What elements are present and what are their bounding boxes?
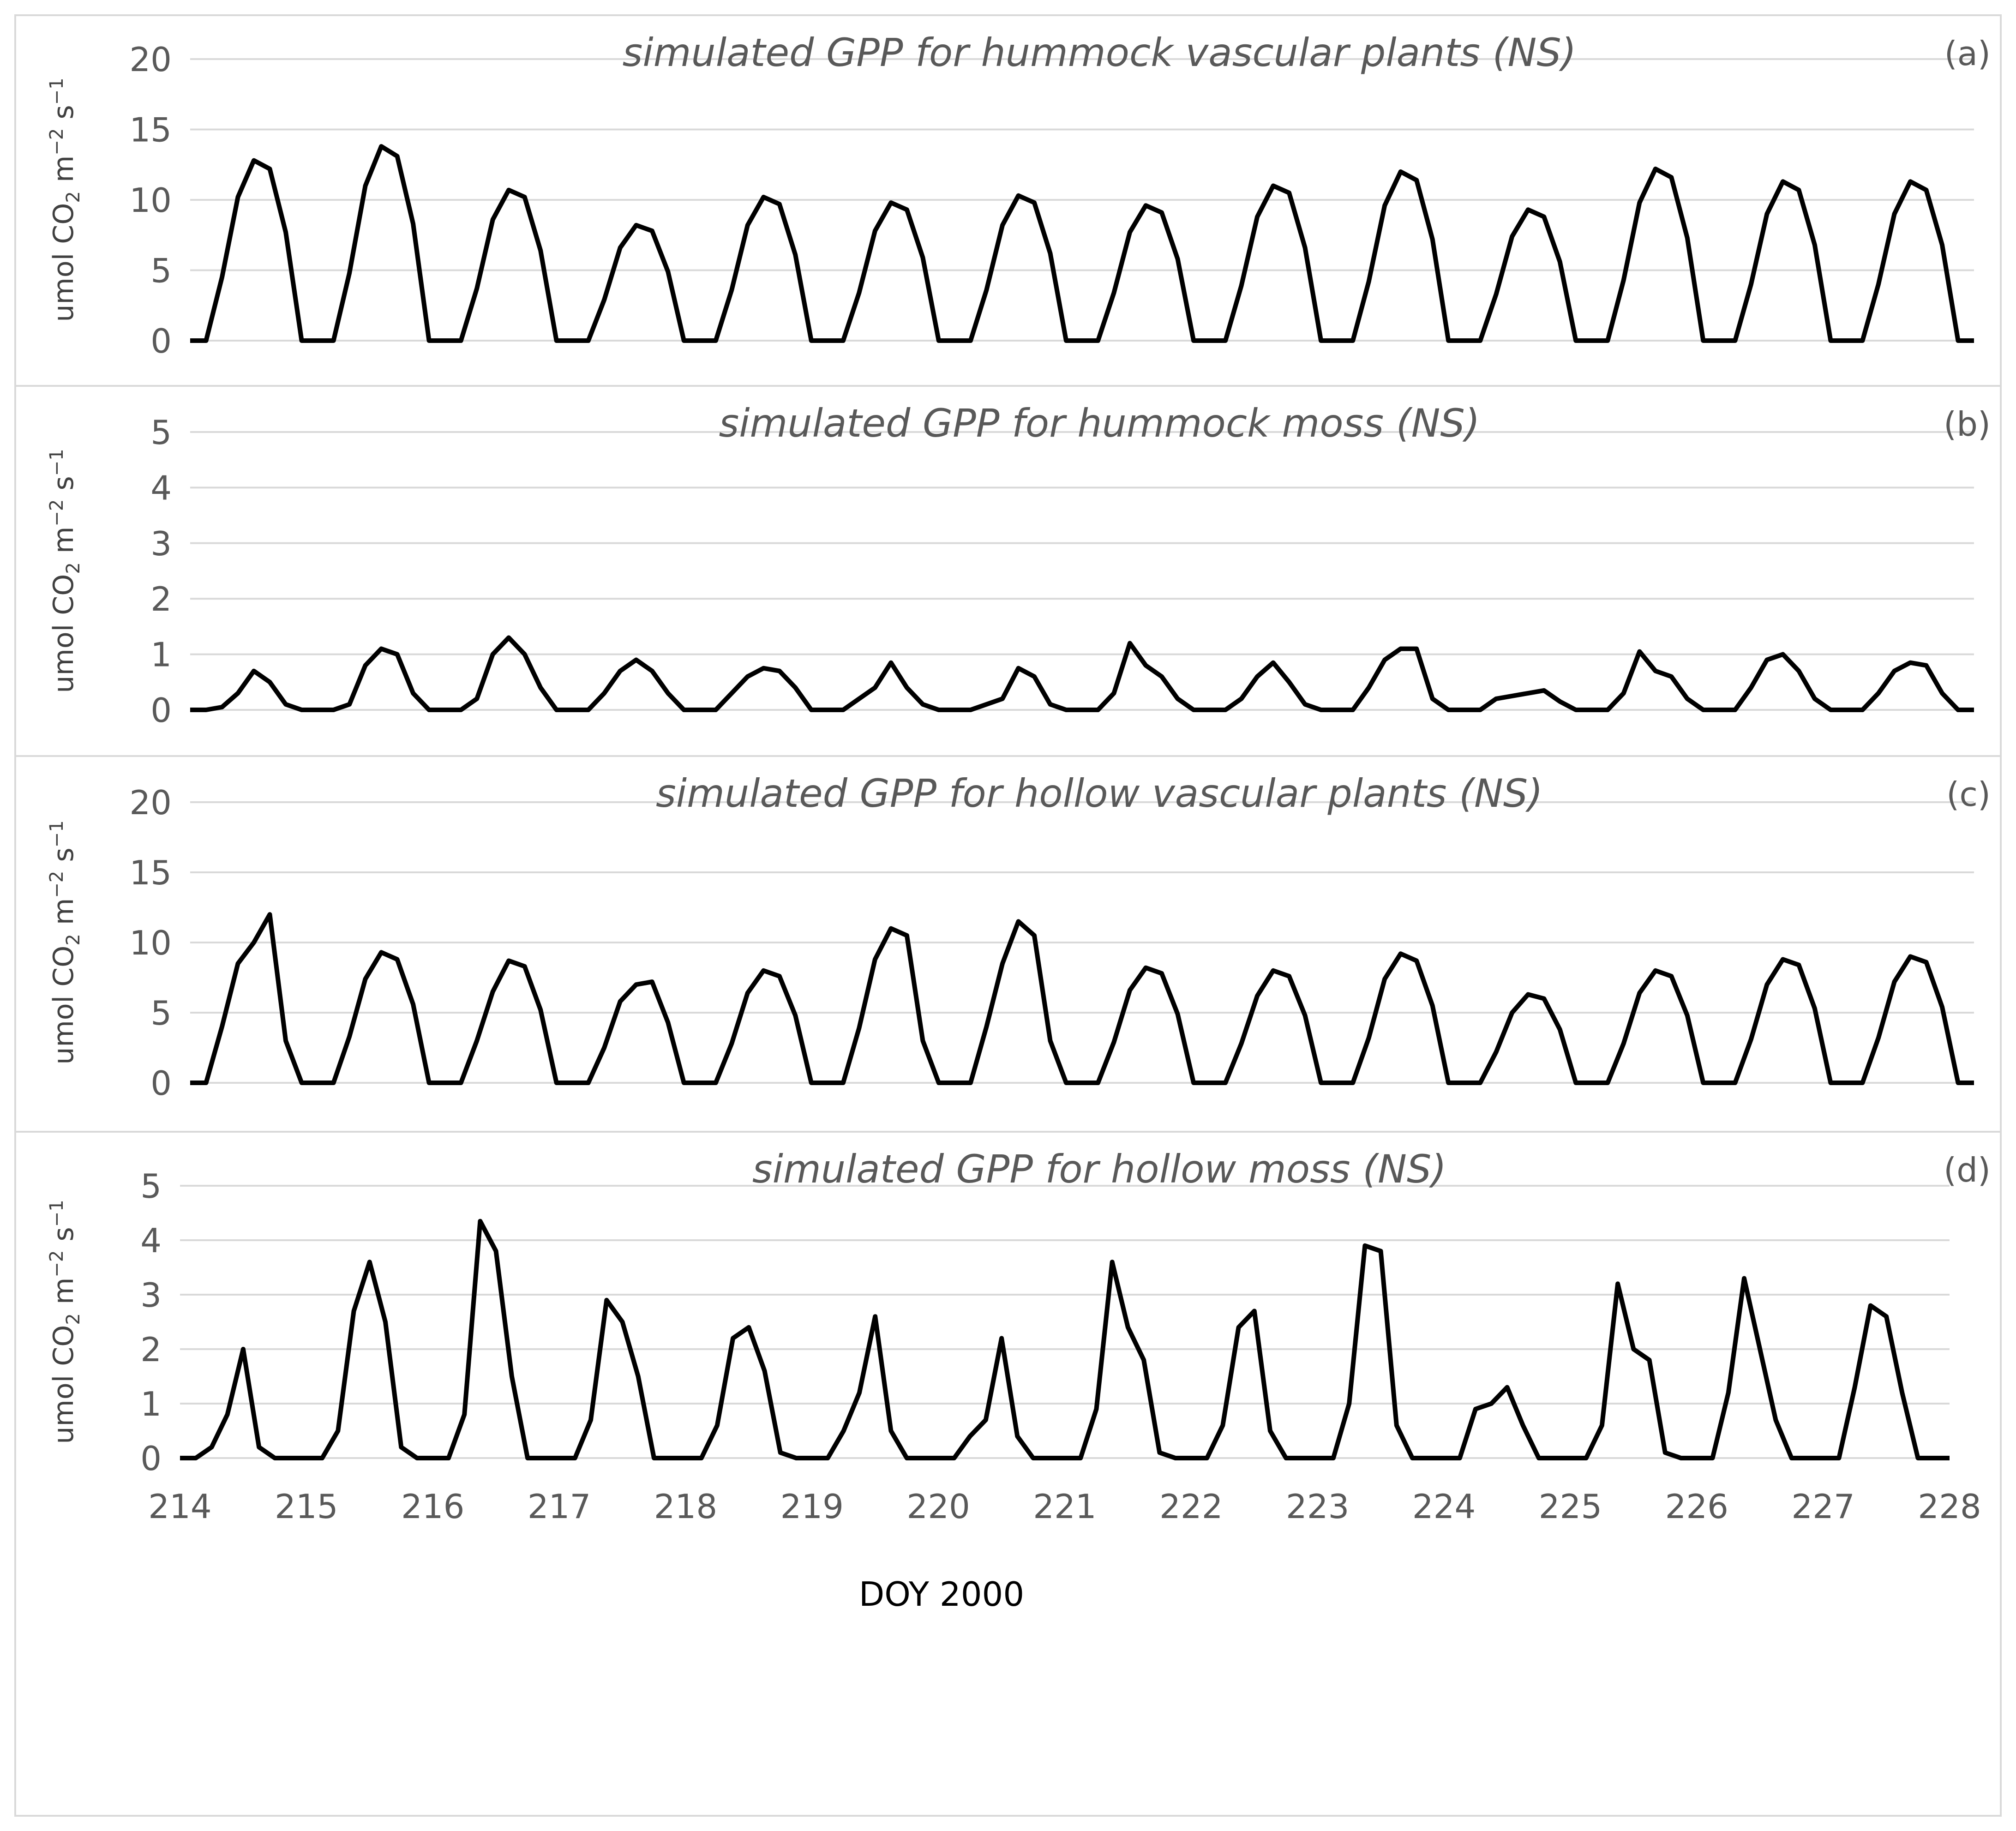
x-axis-title: DOY 2000 xyxy=(859,1575,1024,1614)
y-axis-title-part: −1 xyxy=(46,449,67,476)
y-axis-title-part: s xyxy=(48,476,80,499)
y-axis-title-part: −2 xyxy=(46,871,67,898)
y-axis-title-part: m xyxy=(48,527,80,563)
y-axis-title: umol CO2 m−2 s−1 xyxy=(46,449,84,693)
y-axis-title-part: m xyxy=(48,1278,80,1314)
x-tick-label: 224 xyxy=(1412,1487,1476,1526)
figure-frame xyxy=(14,14,2002,1817)
y-tick-label: 5 xyxy=(150,413,172,452)
y-tick-label: 20 xyxy=(129,40,172,79)
y-tick-label: 15 xyxy=(129,111,172,150)
y-axis-title-part: −2 xyxy=(46,1250,67,1278)
x-tick-label: 219 xyxy=(780,1487,844,1526)
x-tick-label: 215 xyxy=(275,1487,338,1526)
y-axis-title-part: s xyxy=(48,105,80,128)
y-axis-title-part: −1 xyxy=(46,1200,67,1227)
y-tick-label: 1 xyxy=(150,636,172,674)
panel-title: simulated GPP for hollow moss (NS) xyxy=(752,1147,1446,1192)
panel-title: simulated GPP for hummock vascular plant… xyxy=(623,30,1577,75)
panel-label: (d) xyxy=(1944,1151,1991,1189)
panel-label: (b) xyxy=(1944,405,1991,444)
y-tick-label: 20 xyxy=(129,783,172,822)
y-axis-title-part: −2 xyxy=(46,499,67,527)
y-tick-label: 10 xyxy=(129,181,172,220)
y-axis-title-part: s xyxy=(48,847,80,870)
y-axis-title-part: 2 xyxy=(63,934,84,945)
x-tick-label: 218 xyxy=(654,1487,717,1526)
y-axis-title: umol CO2 m−2 s−1 xyxy=(46,78,84,322)
x-tick-label: 221 xyxy=(1033,1487,1096,1526)
data-line xyxy=(190,635,1974,712)
y-axis-title: umol CO2 m−2 s−1 xyxy=(46,820,84,1064)
data-line xyxy=(190,144,1974,343)
y-axis-title-part: 2 xyxy=(63,1313,84,1325)
x-tick-label: 216 xyxy=(401,1487,464,1526)
y-tick-label: 5 xyxy=(140,1167,162,1206)
y-tick-label: 2 xyxy=(150,580,172,618)
y-tick-label: 15 xyxy=(129,853,172,892)
y-axis-title-part: −1 xyxy=(46,820,67,847)
x-tick-label: 225 xyxy=(1539,1487,1602,1526)
y-axis-title-part: m xyxy=(48,898,80,934)
y-tick-label: 10 xyxy=(129,924,172,962)
y-tick-label: 0 xyxy=(150,1064,172,1103)
y-axis-title-part: m xyxy=(48,156,80,192)
x-tick-label: 220 xyxy=(906,1487,970,1526)
y-tick-label: 3 xyxy=(140,1276,162,1315)
y-axis-title-part: s xyxy=(48,1227,80,1250)
y-axis-title-part: 2 xyxy=(63,191,84,203)
y-tick-label: 5 xyxy=(150,252,172,290)
y-axis-title: umol CO2 m−2 s−1 xyxy=(46,1200,84,1444)
y-axis-title-part: −1 xyxy=(46,78,67,105)
y-tick-label: 0 xyxy=(150,691,172,730)
panel-label: (a) xyxy=(1944,34,1991,73)
y-tick-label: 3 xyxy=(150,524,172,563)
y-axis-title-part: umol CO xyxy=(48,946,80,1065)
panel-title: simulated GPP for hummock moss (NS) xyxy=(719,401,1480,446)
x-tick-label: 228 xyxy=(1918,1487,1981,1526)
x-tick-label: 226 xyxy=(1665,1487,1728,1526)
data-line xyxy=(190,912,1974,1085)
data-line xyxy=(180,1219,1950,1460)
y-axis-title-part: umol CO xyxy=(48,1325,80,1444)
y-tick-label: 4 xyxy=(150,468,172,507)
x-tick-label: 222 xyxy=(1159,1487,1223,1526)
x-tick-label: 227 xyxy=(1791,1487,1854,1526)
y-axis-title-part: −2 xyxy=(46,128,67,156)
x-tick-label: 214 xyxy=(148,1487,211,1526)
y-axis-title-part: 2 xyxy=(63,562,84,574)
y-tick-label: 5 xyxy=(150,994,172,1033)
y-tick-label: 4 xyxy=(140,1221,162,1260)
y-tick-label: 2 xyxy=(140,1330,162,1369)
y-tick-label: 1 xyxy=(140,1385,162,1423)
x-tick-label: 217 xyxy=(528,1487,591,1526)
y-axis-title-part: umol CO xyxy=(48,203,80,322)
y-axis-title-part: umol CO xyxy=(48,574,80,693)
x-tick-label: 223 xyxy=(1286,1487,1349,1526)
panel-title: simulated GPP for hollow vascular plants… xyxy=(656,771,1543,816)
y-tick-label: 0 xyxy=(150,322,172,360)
panel-frame xyxy=(14,1131,2002,1817)
panel-label: (c) xyxy=(1946,775,1991,814)
y-tick-label: 0 xyxy=(140,1439,162,1478)
